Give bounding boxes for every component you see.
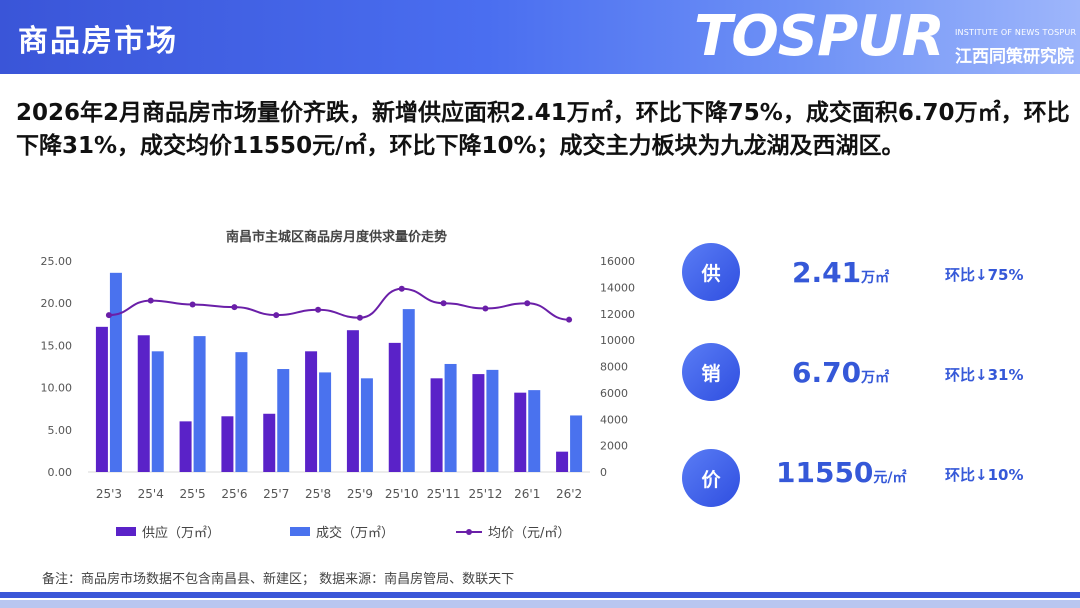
header-bar: 商品房市场 TOSPUR INSTITUTE OF NEWS TOSPUR 江西… <box>0 0 1080 74</box>
price-line <box>108 287 570 321</box>
kpi-unit-supply: 万㎡ <box>861 270 890 286</box>
page-title: 商品房市场 <box>18 24 178 59</box>
kpi-badge-sales: 销 <box>682 343 740 401</box>
bar-supply <box>263 413 276 472</box>
legend-swatch-price <box>456 527 482 537</box>
price-point <box>482 305 489 312</box>
footnote: 备注：商品房市场数据不包含南昌县、新建区； 数据来源：南昌房管局、数联天下 <box>42 572 515 587</box>
legend-item-price: 均价（元/㎡） <box>456 522 570 541</box>
bar-supply <box>346 330 359 472</box>
bar-supply <box>430 378 443 472</box>
bar-deal <box>151 351 164 472</box>
kpi-number-sales: 6.70 <box>792 356 862 389</box>
bar-deal <box>486 369 499 472</box>
x-tick-label: 26'1 <box>514 487 540 501</box>
price-point <box>315 306 322 313</box>
chart-title: 南昌市主城区商品房月度供求量价走势 <box>226 230 448 245</box>
y-left-tick-label: 25.00 <box>41 255 73 268</box>
kpi-change-supply: 环比↓75% <box>945 266 1024 284</box>
combo-chart: 25.00 20.00 15.00 10.00 5.00 0.00 16000 14000 12… <box>41 255 636 501</box>
bar-supply <box>137 335 150 472</box>
bar-deal <box>277 369 290 472</box>
headline-summary: 2026年2月商品房市场量价齐跌，新增供应面积2.41万㎡，环比下降75%，成交… <box>16 100 1070 159</box>
y-right-tick-label: 10000 <box>600 334 635 347</box>
bar-deal <box>109 272 122 472</box>
y-right-tick-label: 12000 <box>600 308 635 321</box>
y-right-tick-label: 16000 <box>600 255 635 268</box>
x-tick-label: 25'7 <box>263 487 289 501</box>
kpi-unit-sales: 万㎡ <box>861 370 890 386</box>
price-point <box>273 312 280 319</box>
kpi-number-supply: 2.41 <box>792 256 862 289</box>
y-right-tick-label: 4000 <box>600 413 628 426</box>
y-right-tick-label: 0 <box>600 466 607 479</box>
y-left-tick-label: 15.00 <box>41 339 73 352</box>
bar-deal <box>235 352 248 472</box>
price-point <box>440 300 447 307</box>
kpi-value-supply: 2.41万㎡ <box>792 256 889 289</box>
footer-bar <box>0 592 1080 598</box>
y-left-tick-label: 0.00 <box>48 466 73 479</box>
bar-supply <box>514 392 527 472</box>
bar-deal <box>444 363 457 472</box>
y-right-tick-label: 14000 <box>600 281 635 294</box>
bar-deal <box>570 415 583 472</box>
y-right-tick-label: 6000 <box>600 387 628 400</box>
x-tick-label: 25'10 <box>385 487 419 501</box>
x-tick-label: 25'8 <box>305 487 331 501</box>
legend-item-supply: 供应（万㎡） <box>116 522 220 541</box>
bar-supply <box>388 342 401 472</box>
price-point <box>566 316 573 323</box>
y-right-tick-label: 2000 <box>600 440 628 453</box>
kpi-value-price: 11550元/㎡ <box>776 456 907 489</box>
x-tick-label: 25'4 <box>138 487 164 501</box>
x-tick-label: 25'9 <box>347 487 373 501</box>
brand-logo-subtitle-en: INSTITUTE OF NEWS TOSPUR <box>955 28 1077 37</box>
legend-item-deal: 成交（万㎡） <box>290 522 394 541</box>
bar-deal <box>528 390 541 472</box>
price-point <box>398 285 405 292</box>
price-point <box>356 314 363 321</box>
legend-swatch-supply <box>116 527 136 536</box>
x-tick-label: 25'3 <box>96 487 122 501</box>
brand-logo: TOSPUR <box>694 4 945 69</box>
y-left-tick-label: 10.00 <box>41 382 73 395</box>
price-point <box>231 304 238 311</box>
bar-supply <box>556 451 569 472</box>
legend-label-deal: 成交（万㎡） <box>316 526 395 541</box>
kpi-change-sales: 环比↓31% <box>945 366 1024 384</box>
x-tick-label: 25'6 <box>221 487 247 501</box>
kpi-badge-supply: 供 <box>682 243 740 301</box>
price-point <box>105 312 112 319</box>
bar-supply <box>472 374 485 472</box>
footer-bar-light <box>0 600 1080 608</box>
bar-supply <box>179 421 192 472</box>
x-tick-label: 26'2 <box>556 487 582 501</box>
y-left-tick-label: 20.00 <box>41 297 73 310</box>
x-tick-label: 25'11 <box>427 487 461 501</box>
y-right-tick-label: 8000 <box>600 361 628 374</box>
bar-deal <box>319 372 332 472</box>
y-left-tick-label: 5.00 <box>48 424 73 437</box>
brand-logo-subtitle-cn: 江西同策研究院 <box>955 47 1074 67</box>
bar-deal <box>360 378 373 472</box>
x-tick-label: 25'5 <box>179 487 205 501</box>
bar-supply <box>221 416 234 472</box>
bar-deal <box>193 336 206 472</box>
kpi-change-price: 环比↓10% <box>945 466 1024 484</box>
kpi-number-price: 11550 <box>776 456 874 489</box>
legend-label-price: 均价（元/㎡） <box>488 526 571 541</box>
legend-label-supply: 供应（万㎡） <box>142 526 221 541</box>
price-point <box>189 301 196 308</box>
kpi-badge-price: 价 <box>682 449 740 507</box>
bar-supply <box>305 351 318 472</box>
legend-swatch-deal <box>290 527 310 536</box>
price-point <box>524 300 531 307</box>
price-point <box>147 297 154 304</box>
kpi-value-sales: 6.70万㎡ <box>792 356 889 389</box>
x-tick-label: 25'12 <box>468 487 502 501</box>
bar-deal <box>402 309 415 472</box>
kpi-unit-price: 元/㎡ <box>873 470 907 486</box>
bar-supply <box>95 326 108 472</box>
